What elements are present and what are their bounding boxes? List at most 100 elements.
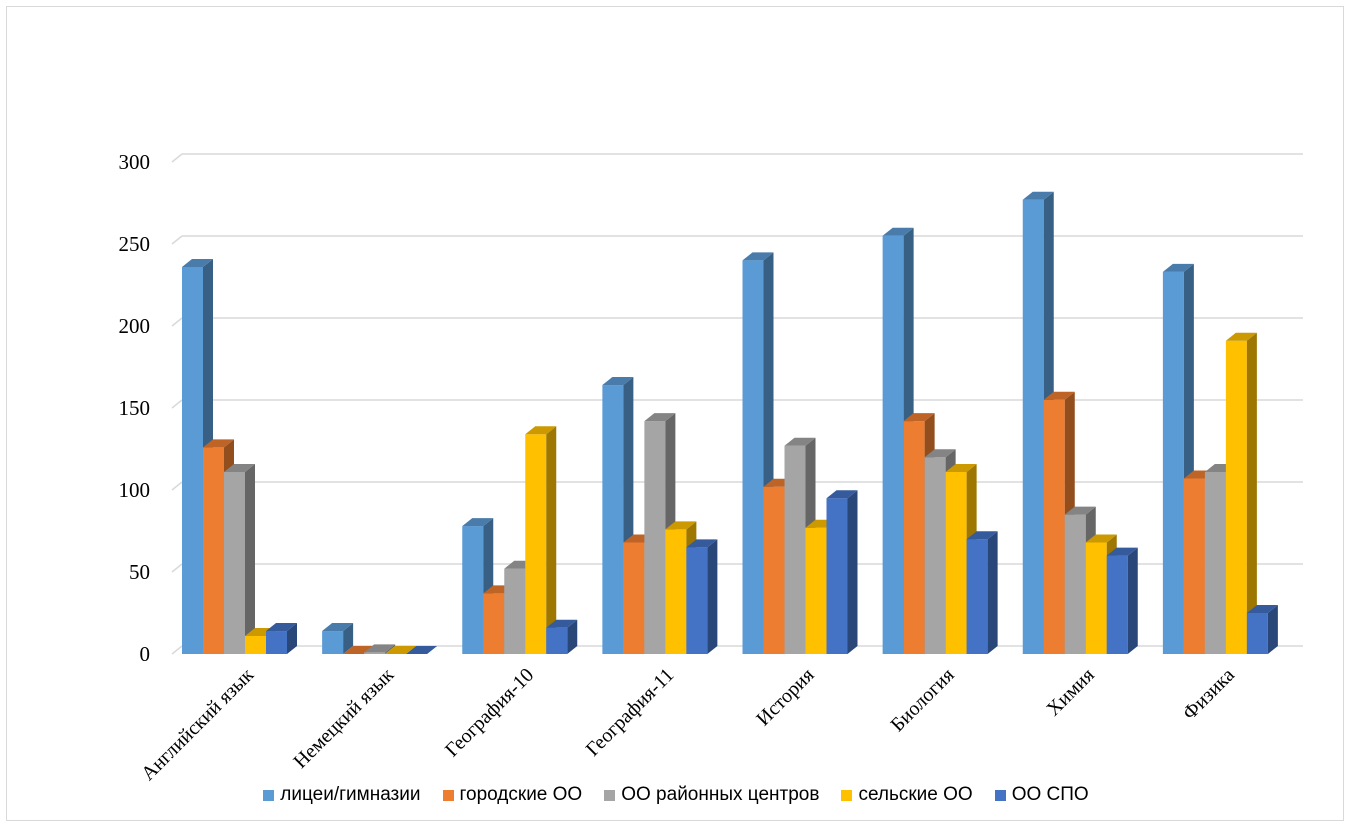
bar-top xyxy=(546,619,578,628)
bar-side xyxy=(385,644,396,654)
bar-top xyxy=(882,227,914,236)
bar xyxy=(1162,271,1184,654)
bar xyxy=(525,434,547,654)
x-tick-label: География-10 xyxy=(441,664,538,761)
legend-swatch xyxy=(442,789,454,801)
gridline-depth xyxy=(171,399,183,409)
legend-label: лицеи/гимназии xyxy=(280,784,421,805)
bar-top xyxy=(1106,547,1138,556)
y-tick-label: 0 xyxy=(140,642,151,666)
bar-top xyxy=(784,437,816,446)
bar-side xyxy=(1127,547,1138,654)
bar-side xyxy=(245,463,255,654)
bar xyxy=(966,539,988,654)
bar xyxy=(742,260,764,654)
legend: лицеи/гимназии городские ОО ОО районных це… xyxy=(0,784,1352,806)
bar xyxy=(182,266,203,654)
gridline-depth xyxy=(171,235,183,245)
x-tick-label: Биология xyxy=(887,664,959,736)
bar xyxy=(644,421,666,654)
y-tick-label: 150 xyxy=(119,396,151,420)
bar-top xyxy=(945,463,977,472)
gridline-depth xyxy=(171,645,183,655)
gridline-depth xyxy=(171,481,183,491)
bar xyxy=(364,652,386,654)
legend-swatch xyxy=(604,789,616,801)
legend-item: ОО СПО xyxy=(994,784,1089,806)
x-tick-label: Немецкий язык xyxy=(289,664,398,773)
legend-item: лицеи/гимназии xyxy=(263,784,421,806)
bar xyxy=(686,547,708,654)
bar xyxy=(665,529,687,654)
bar xyxy=(882,235,904,655)
bar-top xyxy=(182,258,213,267)
y-tick-label: 100 xyxy=(119,478,151,502)
bar-top xyxy=(364,644,396,653)
bar-side xyxy=(343,623,354,654)
bar xyxy=(924,457,946,654)
bar xyxy=(602,385,624,654)
bar xyxy=(826,498,848,654)
bar xyxy=(245,635,266,654)
bar-side xyxy=(987,531,998,654)
bar xyxy=(1183,478,1205,654)
bar-top xyxy=(462,518,494,527)
bar xyxy=(203,447,224,654)
bar-side xyxy=(1267,605,1278,654)
bar-top xyxy=(602,377,634,386)
bar-top xyxy=(1162,263,1194,272)
bar-top xyxy=(1064,506,1096,515)
legend-label: ОО районных центров xyxy=(621,784,820,805)
legend-item: сельские ОО xyxy=(841,784,973,806)
legend-item: городские ОО xyxy=(442,784,583,806)
bar-top xyxy=(644,413,676,422)
bar-top xyxy=(1043,391,1075,400)
bar xyxy=(1246,613,1268,654)
bar xyxy=(462,526,484,654)
bar-top xyxy=(686,539,718,548)
bar-top xyxy=(525,426,557,435)
x-tick-label: Английский язык xyxy=(137,664,258,785)
x-tick-label: Физика xyxy=(1179,664,1239,724)
x-tick-label: Химия xyxy=(1042,664,1098,720)
bar-top xyxy=(224,463,255,472)
bar xyxy=(1204,471,1226,654)
bar xyxy=(546,627,568,654)
bar xyxy=(483,593,505,654)
legend-label: городские ОО xyxy=(459,784,583,805)
legend-label: ОО СПО xyxy=(1011,784,1089,805)
bar-top xyxy=(1022,191,1054,200)
bar-top xyxy=(742,252,774,261)
bar-top xyxy=(385,646,417,654)
y-tick-label: 50 xyxy=(129,560,150,584)
bar xyxy=(805,527,827,654)
legend-swatch xyxy=(994,789,1006,801)
x-tick-label: География-11 xyxy=(582,664,679,761)
bar-top xyxy=(903,413,935,422)
y-tick-label: 200 xyxy=(119,314,151,338)
bar xyxy=(945,471,967,654)
bar-top xyxy=(1225,332,1257,341)
bar xyxy=(224,471,245,654)
bar xyxy=(903,421,925,654)
bar-top xyxy=(665,521,697,530)
bar-side xyxy=(287,623,297,654)
legend-label: сельские ОО xyxy=(858,784,973,805)
bar xyxy=(763,486,785,654)
bar-side xyxy=(707,539,718,654)
bar-top xyxy=(1085,534,1117,543)
bar-top xyxy=(1246,605,1278,613)
bar-top xyxy=(924,449,956,458)
bar xyxy=(1106,555,1128,654)
bar xyxy=(784,445,806,654)
bar-side xyxy=(1246,332,1257,654)
x-tick-label: История xyxy=(752,664,818,730)
legend-swatch xyxy=(841,789,853,801)
bar xyxy=(504,568,526,654)
bar xyxy=(1022,199,1044,654)
chart-frame xyxy=(6,6,1344,821)
bar-side xyxy=(546,426,557,654)
legend-item: ОО районных центров xyxy=(604,784,819,806)
gridline-depth xyxy=(171,153,183,163)
